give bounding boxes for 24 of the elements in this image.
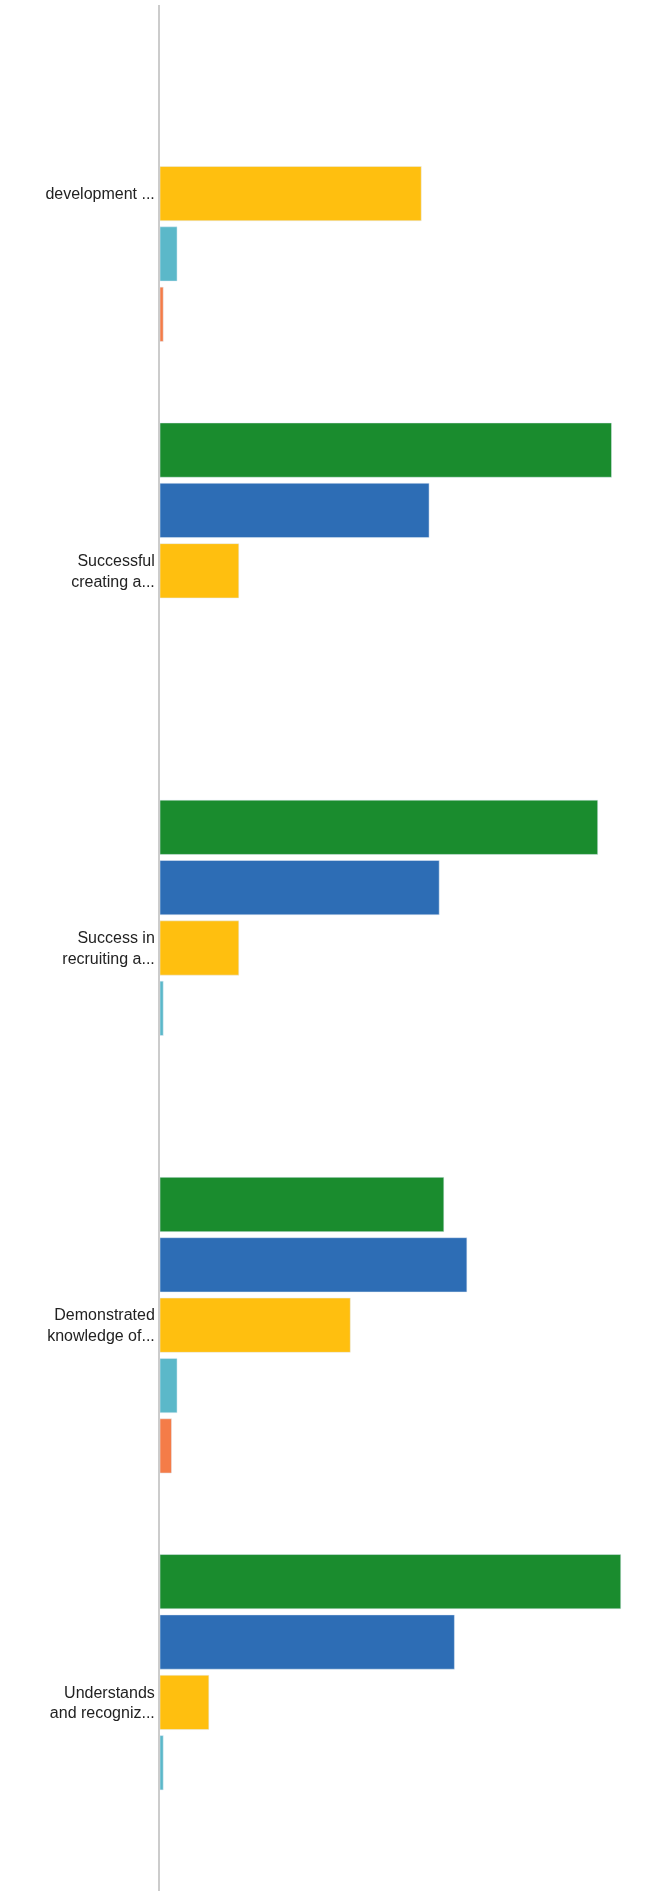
bar xyxy=(160,1418,172,1474)
bar xyxy=(160,1674,210,1730)
y-tick-label: Demonstrated knowledge of... xyxy=(47,1306,155,1345)
bar xyxy=(160,1735,164,1791)
bar xyxy=(160,920,240,976)
bar xyxy=(160,1237,468,1293)
bar xyxy=(160,226,178,282)
bar xyxy=(160,980,164,1036)
bar xyxy=(160,483,430,538)
bar xyxy=(160,799,598,855)
bar xyxy=(160,1614,455,1670)
bar xyxy=(160,860,440,916)
bar xyxy=(160,1177,445,1232)
bar xyxy=(160,286,164,342)
bar xyxy=(160,166,422,222)
bar xyxy=(160,543,240,599)
y-tick-label: Success in recruiting a... xyxy=(62,929,155,967)
y-tick-label: Understands and recogniz... xyxy=(49,1683,155,1722)
y-tick-label: development ... xyxy=(45,185,155,203)
y-tick-label: Successful creating a... xyxy=(71,552,155,590)
bar xyxy=(160,1554,621,1610)
bar xyxy=(160,422,612,478)
bar xyxy=(160,1358,178,1413)
bar xyxy=(160,1297,351,1353)
